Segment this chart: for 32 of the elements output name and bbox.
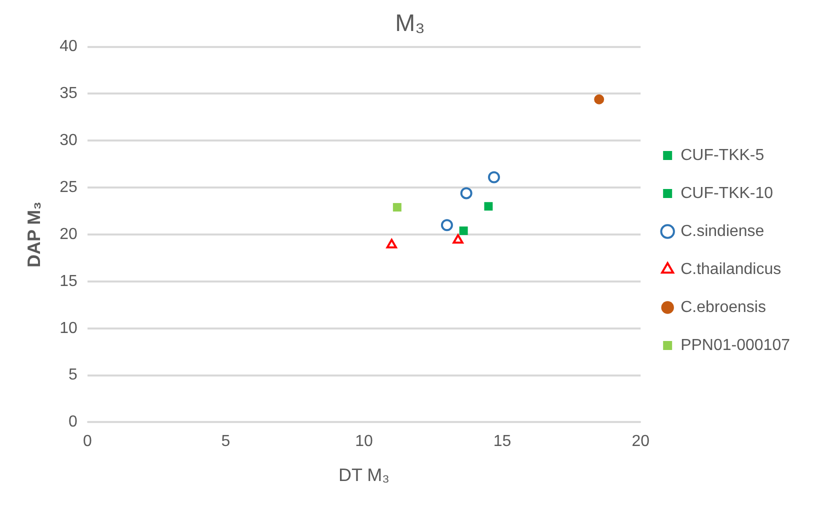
y-tick-label: 20	[60, 226, 78, 243]
legend-label: C.sindiense	[680, 222, 764, 240]
point	[484, 202, 493, 211]
legend-label: CUF-TKK-10	[680, 184, 774, 202]
legend-label: C.thailandicus	[680, 260, 782, 278]
point	[452, 234, 464, 244]
x-axis-title: DT M₃	[338, 465, 390, 486]
x-tick-label: 15	[493, 433, 512, 450]
x-tick-label: 20	[632, 433, 650, 450]
y-tick-label: 5	[68, 366, 78, 384]
point	[488, 171, 500, 184]
point	[459, 226, 468, 235]
point	[594, 94, 604, 104]
legend-label: C.ebroensis	[680, 298, 766, 316]
y-tick-label: 30	[60, 132, 78, 150]
y-axis-title: DAP M₃	[24, 202, 44, 268]
y-tick-label: 0	[68, 414, 78, 431]
point	[386, 238, 397, 248]
y-tick-label: 35	[60, 85, 78, 102]
legend-label: PPN01-000107	[680, 336, 790, 354]
y-tick-label: 40	[60, 38, 78, 56]
legend-label: CUF-TKK-5	[680, 146, 764, 164]
point	[392, 203, 402, 212]
point	[460, 187, 472, 200]
chart-title: M₃	[395, 10, 425, 38]
x-tick-label: 10	[355, 433, 373, 450]
x-tick-label: 5	[221, 433, 230, 450]
x-tick-label: 0	[82, 433, 92, 450]
y-tick-label: 25	[60, 178, 78, 196]
point	[440, 219, 453, 232]
y-tick-label: 10	[60, 320, 78, 337]
y-tick-label: 15	[60, 272, 78, 290]
